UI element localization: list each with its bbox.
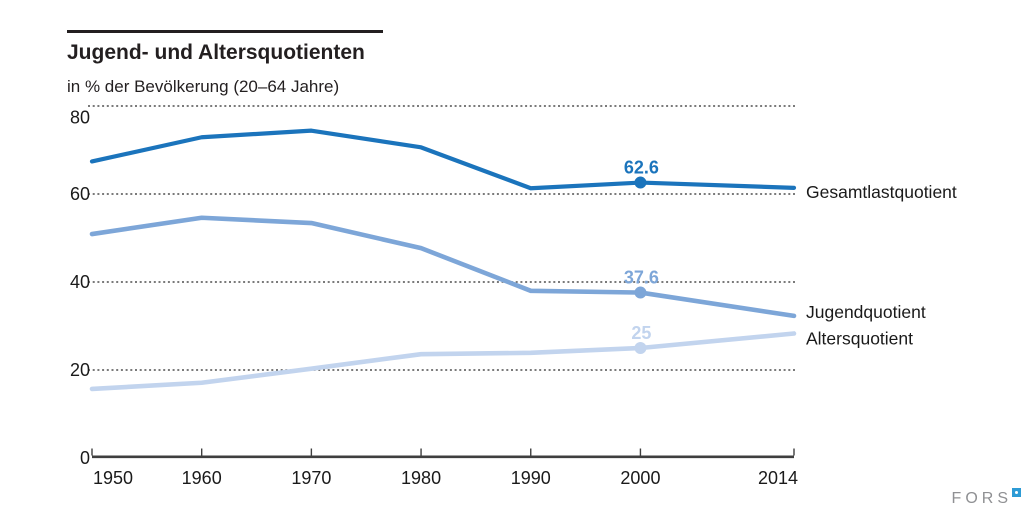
chart-title: Jugend- und Altersquotienten bbox=[67, 41, 365, 64]
chart-subtitle: in % der Bevölkerung (20–64 Jahre) bbox=[67, 77, 340, 96]
series-line-gesamtlastquotient bbox=[89, 128, 797, 191]
legend-label-altersquotient: Altersquotient bbox=[806, 328, 913, 348]
series-marker-jugendquotient bbox=[634, 286, 647, 299]
x-axis-label-1960: 1960 bbox=[182, 468, 222, 488]
series-line-altersquotient bbox=[89, 331, 797, 392]
x-axis-label-2014: 2014 bbox=[758, 468, 798, 488]
series-line-jugendquotient bbox=[89, 215, 797, 319]
y-axis-label-60: 60 bbox=[70, 184, 90, 204]
y-axis-label-40: 40 bbox=[70, 272, 90, 292]
x-axis-label-1970: 1970 bbox=[291, 468, 331, 488]
y-axis-label-20: 20 bbox=[70, 360, 90, 380]
series-marker-gesamtlastquotient bbox=[634, 176, 647, 189]
y-axis-label-0: 0 bbox=[80, 448, 90, 468]
data-label-jugendquotient: 37.6 bbox=[624, 268, 659, 288]
x-axis-label-2000: 2000 bbox=[620, 468, 660, 488]
y-axis-label-80: 80 bbox=[70, 108, 90, 128]
fors-logo-dot-icon bbox=[1012, 488, 1021, 497]
fors-logo-text: FORS bbox=[951, 490, 1012, 507]
legend-label-jugendquotient: Jugendquotient bbox=[806, 302, 926, 322]
fors-logo: FORS bbox=[951, 488, 1021, 507]
legend-label-gesamtlastquotient: Gesamtlastquotient bbox=[806, 182, 957, 202]
x-axis-label-1950: 1950 bbox=[93, 468, 133, 488]
data-label-altersquotient: 25 bbox=[631, 323, 651, 343]
x-axis-label-1990: 1990 bbox=[511, 468, 551, 488]
x-axis-label-1980: 1980 bbox=[401, 468, 441, 488]
series-marker-altersquotient bbox=[634, 342, 647, 354]
title-rule bbox=[67, 30, 383, 33]
chart-header: Jugend- und Altersquotienten in % der Be… bbox=[67, 30, 383, 97]
data-label-gesamtlastquotient: 62.6 bbox=[624, 158, 659, 178]
